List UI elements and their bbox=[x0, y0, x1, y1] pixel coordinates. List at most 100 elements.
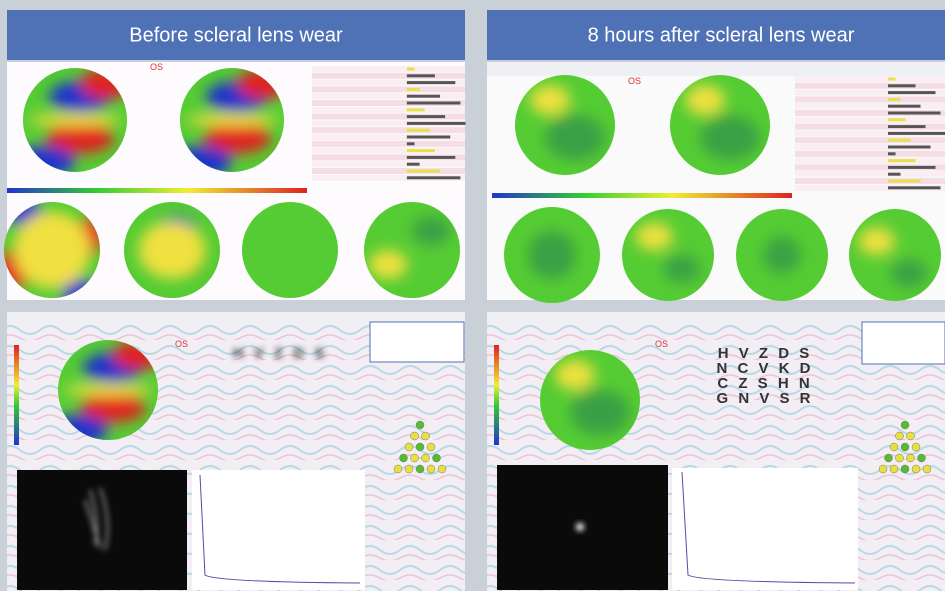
table-row bbox=[795, 103, 945, 109]
table-bar bbox=[888, 105, 921, 108]
wavefront-map bbox=[515, 75, 615, 175]
table-bar bbox=[888, 78, 896, 81]
table-row bbox=[795, 76, 945, 82]
table-bar bbox=[888, 166, 936, 169]
color-scale bbox=[494, 345, 499, 445]
table-bar bbox=[888, 139, 911, 142]
table-row bbox=[795, 171, 945, 177]
wavefront-map bbox=[364, 202, 460, 298]
color-bar bbox=[492, 193, 792, 198]
map-blob bbox=[530, 85, 570, 115]
map-blob bbox=[185, 114, 279, 126]
figure: Before scleral lens wear 8 hours after s… bbox=[0, 0, 945, 591]
map-blob bbox=[14, 212, 91, 289]
map-blob bbox=[412, 216, 450, 245]
eye-chart-row: G N V S R bbox=[716, 390, 813, 407]
table-bar bbox=[407, 68, 415, 71]
table-row bbox=[795, 83, 945, 89]
table-row bbox=[312, 161, 465, 167]
map-blob bbox=[858, 227, 895, 255]
wavefront-map bbox=[736, 209, 828, 301]
map-base bbox=[849, 209, 941, 301]
table-bar bbox=[888, 118, 906, 121]
table-row bbox=[795, 96, 945, 102]
table-bar bbox=[888, 173, 901, 176]
map-blob bbox=[636, 223, 673, 251]
map-base bbox=[242, 202, 338, 298]
map-blob bbox=[685, 85, 725, 115]
map-blob bbox=[764, 237, 801, 274]
table-bar bbox=[888, 112, 941, 115]
map-blob bbox=[528, 231, 576, 279]
eye-label: OS bbox=[655, 339, 668, 349]
zernike-dot bbox=[918, 454, 926, 462]
map-blob bbox=[890, 260, 927, 288]
table-row bbox=[312, 168, 465, 174]
table-bar bbox=[407, 81, 455, 84]
eye-label: OS bbox=[150, 62, 163, 72]
zernike-dot bbox=[885, 454, 893, 462]
zernike-dot bbox=[416, 421, 424, 429]
zernike-dot bbox=[422, 432, 430, 440]
table-bar bbox=[407, 74, 435, 77]
table-bar bbox=[407, 88, 420, 91]
table-bar bbox=[888, 91, 936, 94]
mtf-graph bbox=[672, 468, 858, 590]
zernike-dot bbox=[890, 465, 898, 473]
zernike-dot bbox=[879, 465, 887, 473]
zernike-dot bbox=[405, 443, 413, 451]
table-bar bbox=[407, 136, 450, 139]
table-bar bbox=[407, 115, 445, 118]
table-row bbox=[312, 66, 465, 72]
table-bar bbox=[888, 125, 926, 128]
wavefront-map bbox=[622, 209, 714, 301]
mtf-graph bbox=[192, 470, 365, 590]
zernike-dot bbox=[890, 443, 898, 451]
zernike-dot bbox=[422, 454, 430, 462]
table-row bbox=[795, 158, 945, 164]
wavefront-map bbox=[242, 202, 338, 298]
map-blob bbox=[138, 221, 205, 279]
zernike-dot bbox=[907, 432, 915, 440]
table-row bbox=[795, 117, 945, 123]
table-bar bbox=[888, 98, 901, 101]
map-blob bbox=[555, 360, 595, 390]
panel-title: Before scleral lens wear bbox=[129, 24, 343, 46]
map-blob bbox=[28, 114, 122, 126]
table-bar bbox=[888, 159, 916, 162]
zernike-dot bbox=[901, 421, 909, 429]
table-row bbox=[795, 151, 945, 157]
eye-chart-row: H V Z D S bbox=[233, 345, 328, 362]
eye-label: OS bbox=[628, 76, 641, 86]
table-bar bbox=[407, 102, 461, 105]
table-bar bbox=[407, 170, 440, 173]
table-bar bbox=[407, 149, 435, 152]
table-row bbox=[312, 73, 465, 79]
table-bar bbox=[888, 84, 916, 87]
zernike-dot bbox=[394, 465, 402, 473]
zernike-dot bbox=[433, 454, 441, 462]
table-bar bbox=[888, 132, 945, 135]
zernike-dot bbox=[901, 443, 909, 451]
blank-box bbox=[370, 322, 464, 362]
table-row bbox=[312, 148, 465, 154]
table-bar bbox=[888, 152, 896, 155]
zernike-dot bbox=[427, 443, 435, 451]
toolbar bbox=[487, 62, 945, 76]
table-row bbox=[312, 93, 465, 99]
zernike-dot bbox=[411, 432, 419, 440]
color-bar bbox=[7, 188, 307, 193]
table-row bbox=[795, 137, 945, 143]
zernike-dot bbox=[923, 465, 931, 473]
zernike-dot bbox=[405, 465, 413, 473]
table-row bbox=[795, 178, 945, 184]
zernike-dot bbox=[901, 465, 909, 473]
table-bar bbox=[407, 122, 466, 125]
map-base bbox=[622, 209, 714, 301]
table-row bbox=[312, 127, 465, 133]
table-bar bbox=[407, 108, 425, 111]
zernike-dot bbox=[416, 465, 424, 473]
zernike-dot bbox=[907, 454, 915, 462]
wavefront-map bbox=[849, 209, 941, 301]
zernike-dot bbox=[400, 454, 408, 462]
